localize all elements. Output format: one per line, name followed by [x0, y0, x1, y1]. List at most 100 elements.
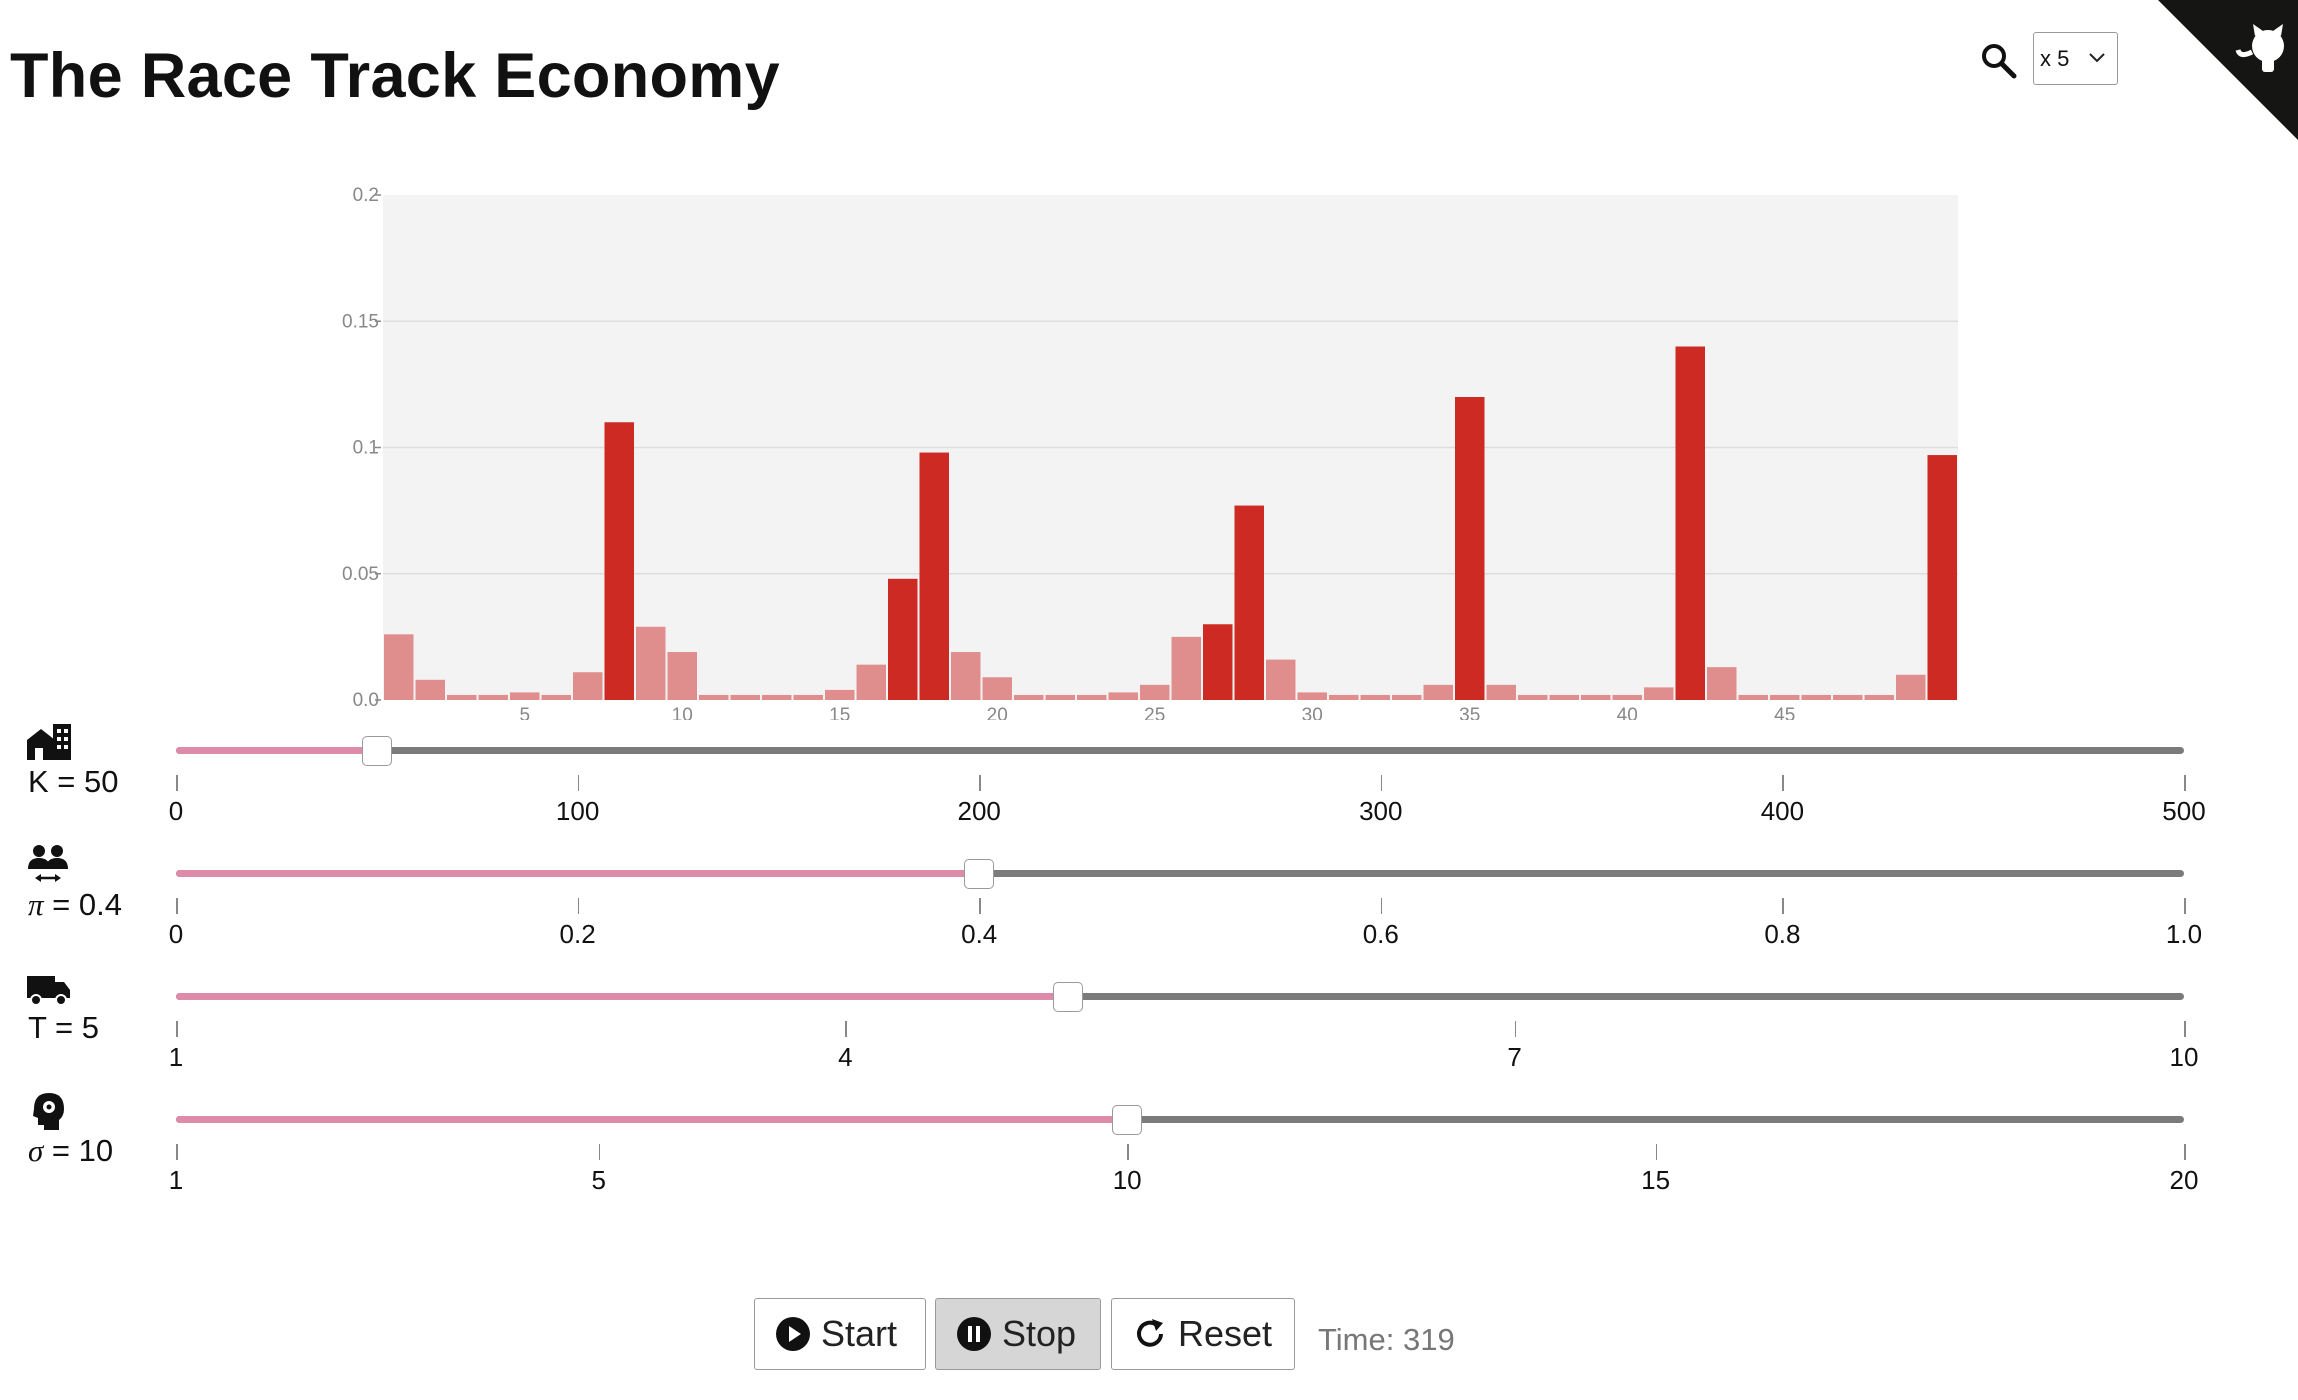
bar: [951, 652, 981, 700]
bar: [1297, 692, 1327, 700]
head-gear-icon: [24, 1089, 74, 1133]
slider-tick-label: 10: [1112, 1165, 1142, 1195]
bar: [415, 679, 445, 700]
start-button-label: Start: [821, 1313, 898, 1354]
slider-fill: [176, 870, 980, 877]
param-value: = 5: [46, 1010, 99, 1045]
slider-tick: [2184, 1144, 2186, 1160]
time-display: Time: 319: [1318, 1322, 1455, 1358]
search-icon[interactable]: [1978, 40, 2020, 82]
slider-tick: [176, 775, 178, 791]
slider-tick-label: 1: [168, 1165, 184, 1195]
param-value: = 0.4: [43, 887, 122, 922]
bar: [1644, 687, 1674, 700]
slider-row-pi: π = 0.4 0 0.2 0.4 0.6 0.8 1.0: [0, 843, 2298, 963]
bar-chart: 0.0 0.05 0.1 0.15 0.2 5 10 15 20 25 30 35 40 45: [342, 185, 1958, 720]
slider-tick-label: 10: [2169, 1042, 2199, 1072]
x-tick-label: 15: [829, 705, 850, 720]
slider-fill: [176, 993, 1069, 1000]
slider-tick-label: 5: [591, 1165, 606, 1195]
reset-icon: [1137, 1319, 1163, 1347]
slider-tick: [2184, 1021, 2186, 1037]
x-tick-label: 20: [987, 705, 1008, 720]
slider-tick-label: 400: [1760, 796, 1805, 826]
slider-tick: [577, 898, 580, 914]
slider-tick: [1380, 775, 1383, 791]
slider-tick-label: 15: [1641, 1165, 1671, 1195]
people-exchange-icon: [24, 843, 74, 887]
slider-thumb-sigma[interactable]: [1112, 1105, 1143, 1135]
slider-tick-label: 200: [957, 796, 1001, 826]
slider-tick-label: 300: [1359, 796, 1403, 826]
bar: [1234, 505, 1264, 700]
bar: [1738, 694, 1768, 700]
bar: [1045, 694, 1075, 700]
page-title: The Race Track Economy: [10, 41, 780, 111]
slider-tick-label: 1.0: [2165, 919, 2203, 949]
slider-track-t[interactable]: [176, 993, 2184, 1000]
slider-track-k[interactable]: [176, 747, 2184, 754]
reset-button[interactable]: Reset: [1111, 1298, 1295, 1370]
param-symbol: K: [28, 764, 49, 799]
param-label-k: K = 50: [28, 764, 119, 800]
pause-icon: [957, 1317, 991, 1351]
x-tick-label: 25: [1144, 705, 1165, 720]
slider-tick-label: 0.6: [1362, 919, 1399, 949]
param-symbol: T: [28, 1010, 47, 1045]
play-icon: [776, 1317, 810, 1351]
bar: [1675, 346, 1705, 700]
bar: [1612, 694, 1642, 700]
bar: [1014, 694, 1044, 700]
speed-select[interactable]: x 5: [2033, 32, 2118, 85]
slider-track-pi[interactable]: [176, 870, 2184, 877]
slider-tick: [176, 1021, 178, 1037]
slider-tick: [2184, 775, 2186, 791]
bar: [1360, 694, 1390, 700]
slider-tick: [979, 775, 981, 791]
bar: [541, 694, 571, 700]
y-tick-label: 0.2: [353, 185, 379, 206]
time-label: Time:: [1318, 1322, 1395, 1357]
x-tick-label: 30: [1302, 705, 1323, 720]
slider-thumb-t[interactable]: [1053, 982, 1084, 1012]
x-tick-label: 35: [1459, 705, 1480, 720]
y-tick-label: 0.05: [342, 564, 379, 585]
slider-tick-label: 0.2: [559, 919, 596, 949]
start-button[interactable]: Start: [754, 1298, 926, 1370]
bar: [1203, 624, 1233, 700]
y-tick-label: 0.15: [342, 311, 379, 332]
github-corner[interactable]: [2158, 0, 2298, 140]
chevron-down-icon: [2089, 53, 2105, 63]
slider-fill: [176, 747, 377, 754]
slider-track-sigma[interactable]: [176, 1116, 2184, 1123]
bar: [667, 652, 697, 700]
bar: [478, 694, 508, 700]
bar: [1329, 694, 1359, 700]
bar: [1518, 694, 1548, 700]
param-symbol: π: [28, 887, 44, 922]
y-tick-label: 0.1: [353, 438, 379, 459]
bar: [1108, 692, 1138, 700]
bar: [1140, 684, 1170, 700]
x-tick-label: 10: [672, 705, 693, 720]
slider-tick: [2184, 898, 2186, 914]
param-label-t: T = 5: [28, 1010, 99, 1046]
slider-tick-label: 0.8: [1764, 919, 1801, 949]
slider-tick-label: 100: [555, 796, 600, 826]
bar: [730, 694, 760, 700]
bar: [1423, 684, 1453, 700]
bar: [510, 692, 540, 700]
bar: [1549, 694, 1579, 700]
param-label-sigma: σ = 10: [28, 1133, 113, 1169]
slider-row-sigma: σ = 10 1 5 10 15 20: [0, 1089, 2298, 1209]
slider-thumb-k[interactable]: [361, 736, 392, 766]
bar: [447, 694, 477, 700]
bar: [982, 677, 1012, 700]
slider-thumb-pi[interactable]: [964, 859, 995, 889]
stop-button[interactable]: Stop: [935, 1298, 1101, 1370]
y-tick-label: 0.0: [353, 690, 379, 711]
slider-tick: [176, 898, 178, 914]
bar: [1801, 694, 1831, 700]
time-value: 319: [1402, 1322, 1455, 1357]
bar: [825, 689, 855, 700]
